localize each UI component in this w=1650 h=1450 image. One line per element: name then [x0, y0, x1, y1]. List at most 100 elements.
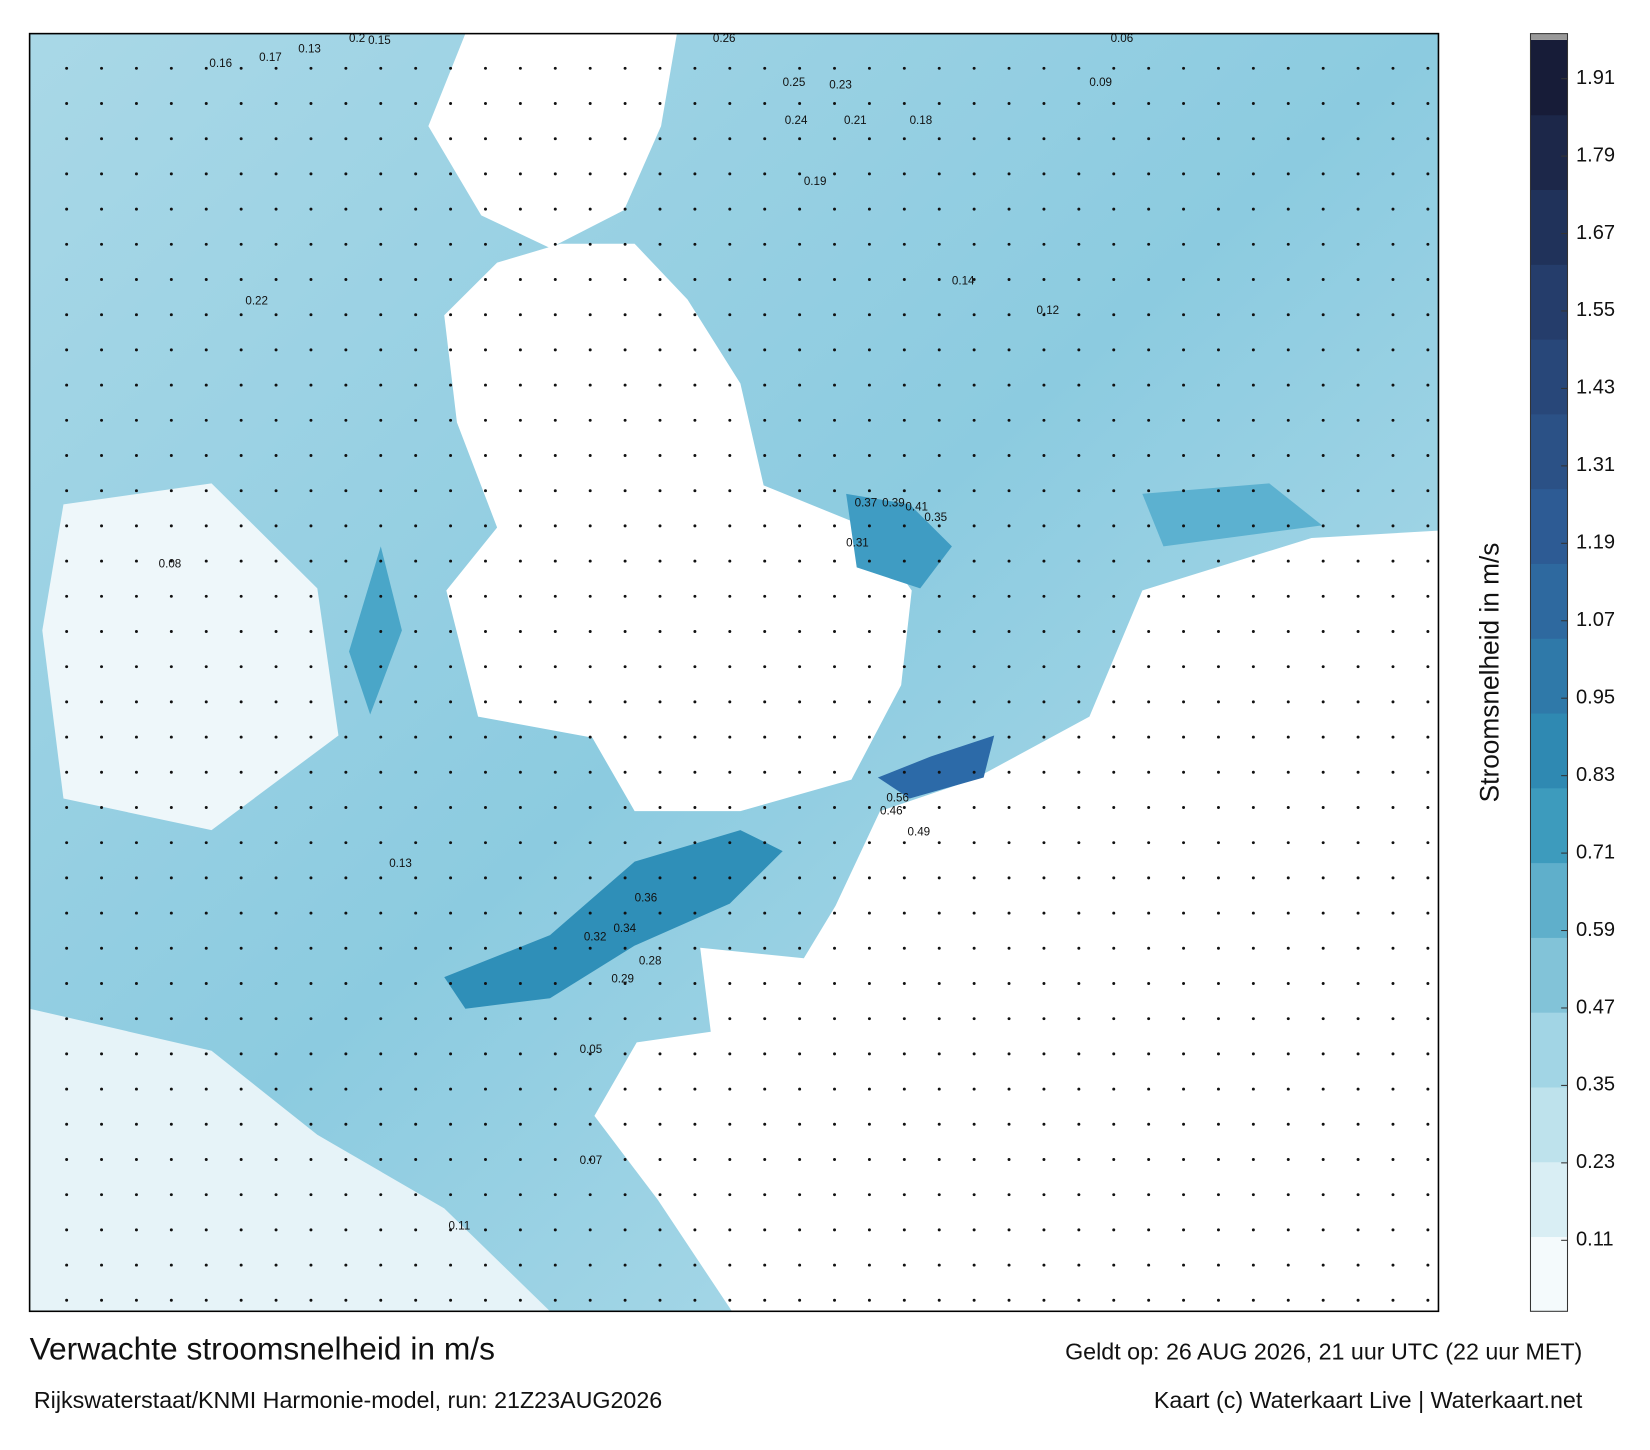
grid-dot	[693, 524, 697, 528]
grid-dot	[972, 278, 976, 281]
grid-dot	[1112, 1052, 1116, 1056]
grid-dot	[798, 207, 802, 211]
grid-dot	[833, 172, 836, 176]
grid-dot	[379, 735, 383, 739]
grid-dot	[1147, 1122, 1151, 1126]
grid-dot	[763, 137, 767, 141]
channel	[444, 830, 783, 1009]
grid-dot	[414, 137, 418, 141]
grid-dot	[833, 700, 836, 704]
grid-dot	[693, 982, 697, 985]
grid-dot	[309, 242, 313, 246]
grid-dot	[449, 1017, 453, 1021]
grid-dot	[728, 1263, 732, 1267]
grid-dot	[1426, 66, 1430, 70]
grid-dot	[1112, 806, 1116, 809]
grid-dot	[1391, 207, 1395, 211]
grid-dot	[344, 313, 348, 317]
grid-dot	[1251, 1087, 1255, 1091]
grid-dot	[833, 1087, 836, 1091]
grid-dot	[449, 242, 453, 246]
grid-dot	[1077, 313, 1081, 317]
grid-dot	[204, 1298, 208, 1302]
grid-dot	[1147, 1298, 1151, 1302]
grid-dot	[100, 66, 104, 70]
grid-dot	[1286, 982, 1290, 985]
grid-dot	[902, 1122, 906, 1126]
grid-dot	[484, 207, 487, 211]
grid-dot	[1216, 172, 1220, 176]
grid-dot	[763, 735, 767, 739]
grid-dot	[902, 1298, 906, 1302]
grid-dot	[344, 242, 348, 246]
grid-dot	[867, 489, 871, 493]
grid-dot	[414, 946, 418, 950]
grid-dot	[1007, 630, 1011, 633]
grid-dot	[902, 383, 906, 387]
grid-dot	[833, 313, 836, 317]
grid-dot	[553, 383, 557, 387]
grid-dot	[588, 982, 592, 985]
grid-dot	[1042, 242, 1046, 246]
grid-dot	[1112, 841, 1116, 845]
grid-dot	[484, 1087, 487, 1091]
grid-dot	[1321, 207, 1325, 211]
grid-dot	[902, 278, 906, 281]
grid-dot	[65, 172, 69, 176]
grid-dot	[379, 278, 383, 281]
grid-dot	[763, 1087, 767, 1091]
grid-dot	[169, 418, 173, 422]
grid-dot	[1112, 278, 1116, 281]
grid-dot	[1147, 982, 1151, 985]
grid-dot	[414, 172, 418, 176]
grid-dot	[1077, 489, 1081, 493]
grid-dot	[588, 630, 592, 633]
colorbar-band	[1530, 937, 1568, 1013]
grid-dot	[518, 524, 522, 528]
grid-dot	[1251, 911, 1255, 915]
grid-dot	[728, 1087, 732, 1091]
grid-dot	[1216, 1087, 1220, 1091]
grid-dot	[134, 313, 138, 317]
grid-dot	[1391, 1228, 1395, 1232]
grid-dot	[274, 594, 278, 598]
grid-dot	[379, 102, 383, 105]
grid-dot	[379, 489, 383, 493]
grid-dot	[937, 1087, 941, 1091]
grid-dot	[1112, 1298, 1116, 1302]
grid-dot	[1321, 806, 1325, 809]
grid-dot	[65, 383, 69, 387]
grid-dot	[134, 242, 138, 246]
grid-dot	[972, 559, 976, 563]
grid-dot	[1147, 594, 1151, 598]
grid-dot	[1007, 524, 1011, 528]
grid-dot	[100, 735, 104, 739]
grid-dot	[972, 1017, 976, 1021]
grid-dot	[763, 1122, 767, 1126]
grid-dot	[798, 665, 802, 669]
grid-dot	[379, 418, 383, 422]
grid-dot	[344, 911, 348, 915]
grid-dot	[1391, 946, 1395, 950]
grid-dot	[169, 1158, 173, 1161]
grid-dot	[309, 735, 313, 739]
grid-dot	[623, 102, 627, 105]
grid-dot	[833, 1122, 836, 1126]
grid-dot	[728, 946, 732, 950]
grid-dot	[1182, 1298, 1186, 1302]
grid-dot	[1426, 559, 1430, 563]
grid-dot	[1182, 1193, 1186, 1197]
grid-dot	[169, 1228, 173, 1232]
colorbar-tick-label: 1.91	[1576, 67, 1615, 89]
grid-dot	[484, 172, 487, 176]
grid-dot	[833, 876, 836, 880]
speed-label: 0.15	[368, 35, 391, 47]
grid-dot	[100, 313, 104, 317]
grid-dot	[1321, 242, 1325, 246]
grid-dot	[414, 454, 418, 457]
grid-dot	[204, 911, 208, 915]
grid-dot	[902, 102, 906, 105]
grid-dot	[134, 418, 138, 422]
grid-dot	[728, 770, 732, 774]
grid-dot	[763, 418, 767, 422]
